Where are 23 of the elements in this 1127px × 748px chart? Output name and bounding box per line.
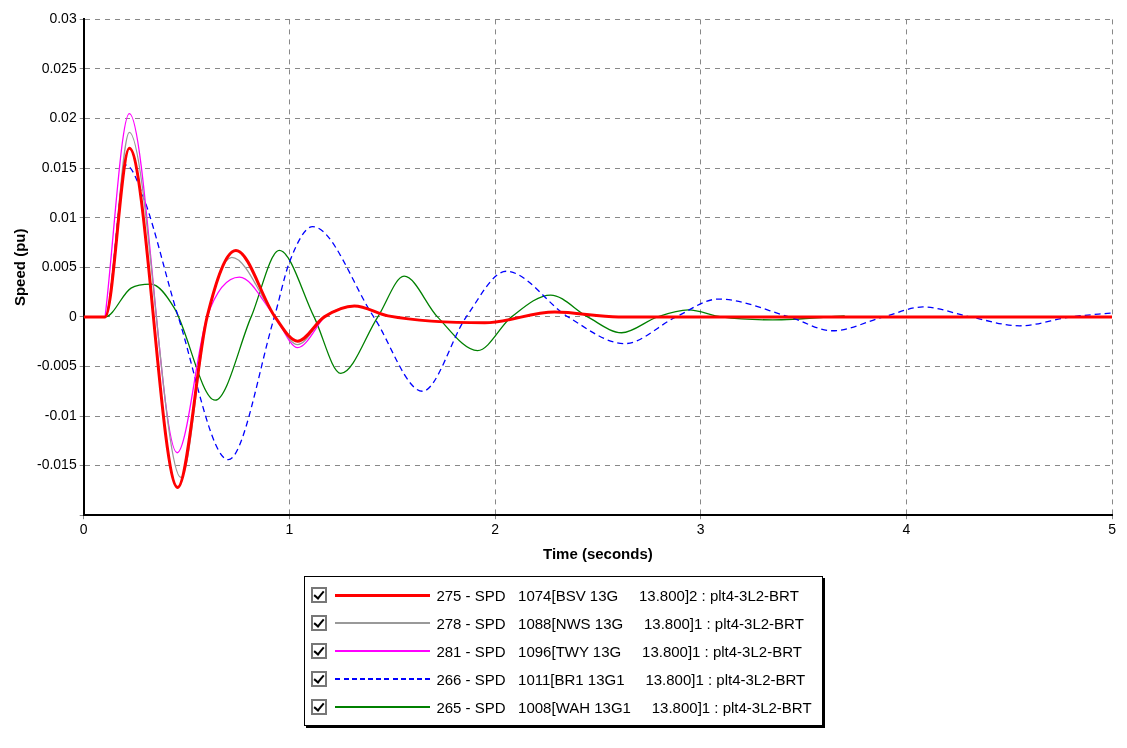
y-tick-label: 0.015 [41,159,77,175]
y-axis-title: Speed (pu) [11,228,29,307]
y-tick-label: 0.005 [41,258,77,275]
x-tick-label: 2 [491,521,500,538]
y-tick-label: 0.03 [49,10,77,27]
x-tick-label: 0 [79,521,88,538]
x-tick-label: 3 [696,521,705,538]
legend-label: 281 - SPD 1096[TWY 13G 13.800]1 : plt4-3L2-BRT [436,642,802,660]
x-tick-label: 1 [285,521,294,538]
x-tick-label: 5 [1108,521,1117,538]
x-tick-label: 4 [902,521,911,538]
legend-label: 265 - SPD 1008[WAH 13G1 13.800]1 : plt4-3L2-BRT [436,698,812,716]
y-tick-label: -0.015 [36,456,77,473]
y-tick-label: 0 [68,307,77,324]
y-tick-label: 0.01 [49,208,77,225]
y-tick-label: 0.025 [41,59,77,76]
x-axis-title: Time (seconds) [543,545,653,563]
legend-label: 266 - SPD 1011[BR1 13G1 13.800]1 : plt4-3L2-BRT [436,670,806,688]
legend-label: 278 - SPD 1088[NWS 13G 13.800]1 : plt4-3L2-BRT [436,614,804,632]
y-tick-label: 0.02 [49,109,77,126]
y-tick-label: -0.01 [44,406,77,423]
y-tick-label: -0.005 [36,357,77,374]
legend-label: 275 - SPD 1074[BSV 13G 13.800]2 : plt4-3L2-BRT [436,586,799,604]
